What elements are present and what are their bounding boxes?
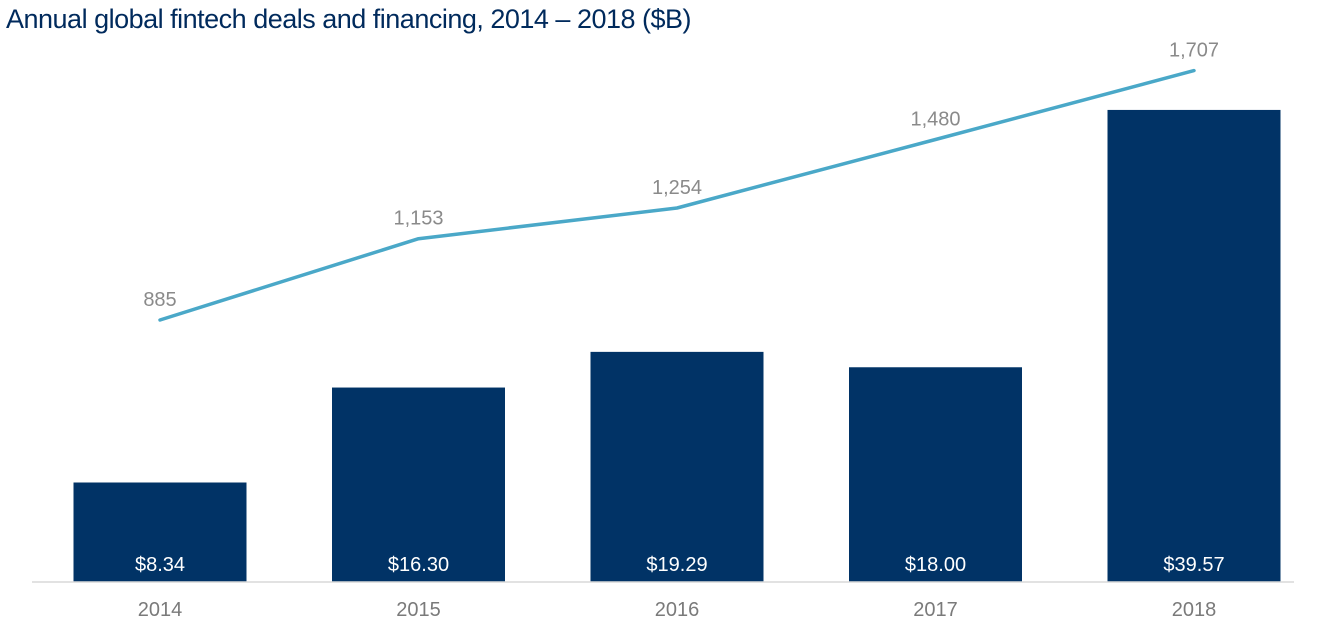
bar-2016 bbox=[590, 351, 764, 582]
bar-2017 bbox=[849, 367, 1022, 582]
x-tick-label-2014: 2014 bbox=[138, 599, 183, 620]
bar-2014 bbox=[73, 482, 247, 582]
bar-value-label-2015: $16.30 bbox=[388, 554, 449, 576]
line-value-label-2014: 885 bbox=[143, 289, 176, 311]
line-value-label-2017: 1,480 bbox=[910, 108, 960, 130]
bar-value-label-2014: $8.34 bbox=[135, 554, 185, 576]
bar-value-label-2016: $19.29 bbox=[646, 554, 707, 576]
bar-2015 bbox=[332, 387, 505, 582]
deals-count-line bbox=[158, 68, 1196, 322]
line-value-label-2016: 1,254 bbox=[652, 177, 702, 199]
bars-layer: $8.34 $16.30 $19.29 $18.00 $39.57 bbox=[73, 109, 1281, 582]
line-value-label-2015: 1,153 bbox=[393, 208, 443, 230]
x-tick-label-2016: 2016 bbox=[655, 599, 700, 620]
x-tick-label-2015: 2015 bbox=[396, 599, 441, 620]
bar-2018 bbox=[1107, 109, 1281, 582]
bar-value-label-2017: $18.00 bbox=[905, 554, 966, 576]
chart-title: Annual global fintech deals and financin… bbox=[6, 4, 692, 34]
x-tick-label-2017: 2017 bbox=[913, 599, 958, 620]
line-value-label-2018: 1,707 bbox=[1169, 40, 1219, 62]
line-labels-layer: 885 1,153 1,254 1,480 1,707 bbox=[143, 40, 1219, 311]
x-tick-label-2018: 2018 bbox=[1172, 599, 1217, 620]
bar-value-label-2018: $39.57 bbox=[1163, 554, 1224, 576]
x-tick-labels: 2014 2015 2016 2017 2018 bbox=[138, 599, 1217, 620]
